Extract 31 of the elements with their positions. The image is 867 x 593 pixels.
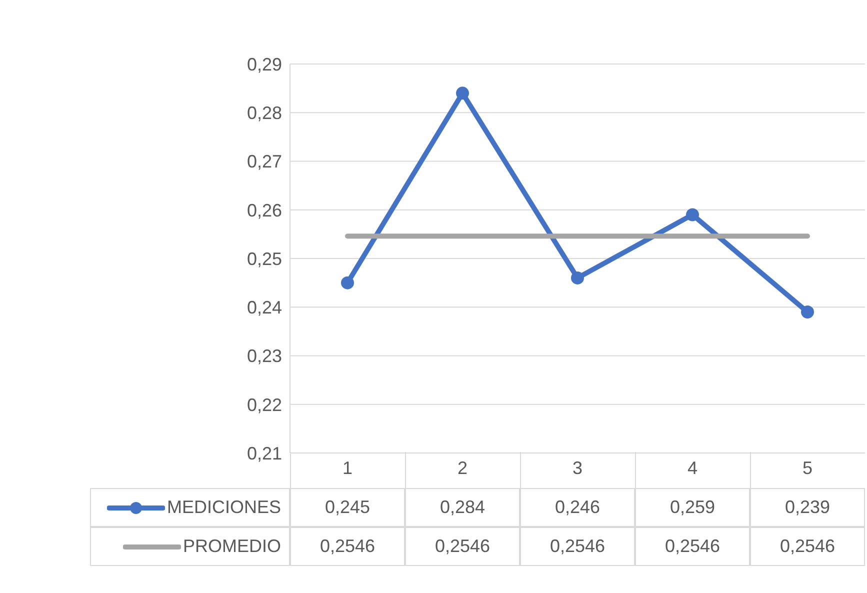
y-tick-label: 0,25 xyxy=(246,248,282,269)
legend-label: MEDICIONES xyxy=(166,497,281,518)
y-tick-label: 0,28 xyxy=(246,103,282,124)
point xyxy=(456,86,469,100)
data-label: 0,2546 xyxy=(750,527,865,566)
data-label: 0,284 xyxy=(405,488,520,527)
y-tick-label: 0,26 xyxy=(246,200,282,220)
data-label: 0,2546 xyxy=(635,527,750,566)
y-tick-label: 0,24 xyxy=(246,298,282,318)
data-label: 0,2546 xyxy=(405,527,520,566)
data-label: 0,259 xyxy=(635,488,750,527)
point xyxy=(341,276,354,290)
y-tick-label: 0,23 xyxy=(246,346,282,366)
x-tick-label: 5 xyxy=(802,458,813,478)
data-label: 0,246 xyxy=(520,488,635,527)
x-tick-label: 4 xyxy=(687,458,698,478)
legend-label: PROMEDIO xyxy=(182,536,281,557)
y-tick-label: 0,22 xyxy=(246,394,282,415)
x-tick-label: 1 xyxy=(342,458,353,478)
data-label: 0,239 xyxy=(750,488,865,527)
point xyxy=(571,271,584,284)
y-tick-label: 0,27 xyxy=(246,152,282,172)
x-tick-label: 2 xyxy=(457,458,468,478)
data-label: 0,2546 xyxy=(290,527,405,566)
data-label: 0,2546 xyxy=(520,527,635,566)
point xyxy=(801,305,814,318)
y-tick-label: 0,21 xyxy=(246,443,282,464)
y-tick-label: 0,29 xyxy=(246,54,282,74)
x-tick-label: 3 xyxy=(572,458,583,478)
point xyxy=(686,208,699,222)
data-label: 0,245 xyxy=(290,488,405,527)
